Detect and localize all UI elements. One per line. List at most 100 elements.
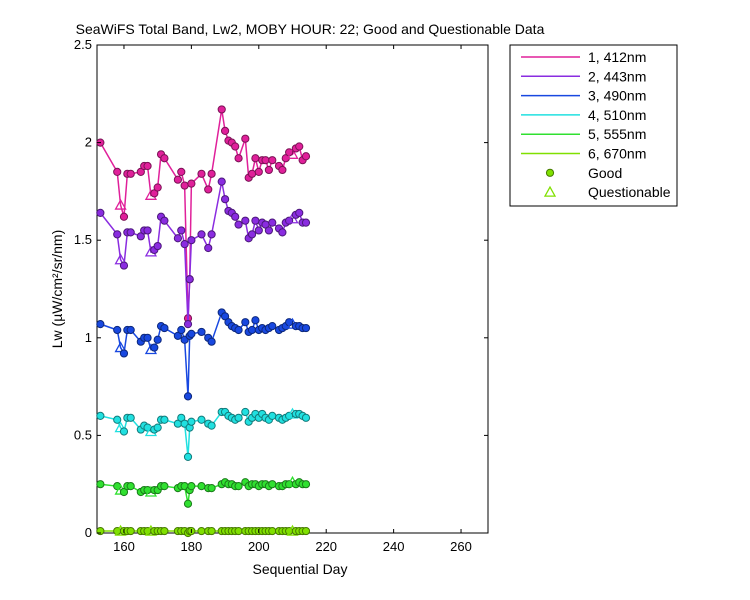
- good-point: [197, 230, 206, 239]
- legend-label: 1, 412nm: [588, 49, 646, 65]
- good-point: [113, 415, 122, 424]
- good-point: [187, 329, 196, 338]
- y-tick-label: 1: [85, 330, 92, 345]
- good-point: [241, 216, 250, 225]
- series-3: [96, 308, 311, 401]
- good-point: [177, 167, 186, 176]
- good-point: [180, 181, 189, 190]
- good-point: [96, 526, 105, 536]
- good-point: [207, 421, 216, 430]
- x-axis-title: Sequential Day: [253, 561, 348, 577]
- good-point: [234, 526, 243, 536]
- legend-label: 2, 443nm: [588, 68, 646, 84]
- good-point: [173, 234, 182, 243]
- legend-label: Questionable: [588, 184, 671, 200]
- good-point: [207, 169, 216, 178]
- y-tick-label: 0.5: [74, 427, 92, 442]
- legend-label: 3, 490nm: [588, 88, 646, 104]
- legend: 1, 412nm 2, 443nm 3, 490nm 4, 510nm 5, 555nm…: [509, 44, 678, 207]
- good-point: [254, 226, 263, 235]
- good-point: [241, 407, 250, 417]
- good-point: [143, 333, 152, 342]
- good-point: [153, 423, 162, 432]
- series-4: [96, 407, 311, 461]
- good-point: [254, 167, 263, 176]
- good-point: [207, 526, 216, 536]
- series-2: [96, 177, 311, 329]
- series-1: [96, 105, 311, 323]
- y-axis-title: Lw (µW/cm²/sr/nm): [49, 230, 65, 349]
- good-point: [119, 427, 129, 436]
- good-point: [268, 526, 277, 536]
- good-point: [207, 230, 216, 239]
- good-point: [183, 392, 193, 401]
- good-point: [204, 185, 213, 194]
- good-point: [113, 325, 122, 335]
- legend-label: 4, 510nm: [588, 107, 646, 123]
- good-point: [143, 226, 152, 235]
- legend-box: [509, 44, 678, 207]
- good-point: [241, 134, 250, 143]
- good-point: [160, 216, 169, 225]
- good-point: [301, 413, 311, 422]
- good-point: [119, 349, 129, 358]
- legend-label: Good: [588, 165, 622, 181]
- x-tick-label: 220: [315, 539, 337, 554]
- good-point: [301, 218, 311, 227]
- x-tick-label: 160: [113, 539, 135, 554]
- good-point: [264, 165, 274, 175]
- good-point: [301, 152, 311, 161]
- good-point: [153, 335, 162, 344]
- good-point: [143, 161, 152, 171]
- good-point: [247, 230, 257, 239]
- good-point: [113, 230, 122, 239]
- good-point: [187, 417, 196, 426]
- good-point: [187, 179, 196, 188]
- y-tick-label: 0: [85, 525, 92, 540]
- good-point: [183, 320, 193, 329]
- good-point: [150, 343, 159, 352]
- good-point: [247, 325, 257, 335]
- y-tick-label: 1.5: [74, 232, 92, 247]
- good-point: [126, 169, 135, 178]
- good-point: [126, 325, 135, 335]
- good-point: [234, 413, 243, 422]
- good-point: [153, 241, 162, 251]
- good-point: [160, 415, 169, 424]
- questionable-point: [286, 147, 299, 159]
- good-point: [247, 169, 257, 178]
- x-tick-label: 180: [181, 539, 203, 554]
- good-point: [268, 218, 277, 227]
- x-tick-label: 260: [450, 539, 472, 554]
- series-layer: [96, 105, 311, 538]
- legend-label: 6, 670nm: [588, 146, 646, 162]
- good-point: [268, 480, 277, 489]
- y-tick-label: 2.5: [74, 37, 92, 52]
- good-point: [301, 323, 311, 333]
- good-point: [187, 482, 196, 491]
- good-point: [183, 452, 193, 461]
- good-point: [207, 484, 216, 493]
- chart-title: SeaWiFS Total Band, Lw2, MOBY HOUR: 22; …: [76, 21, 545, 37]
- good-point: [96, 320, 105, 329]
- good-point: [251, 154, 260, 163]
- legend-entries: 1, 412nm 2, 443nm 3, 490nm 4, 510nm 5, 555nm…: [521, 49, 671, 200]
- good-point: [173, 175, 182, 184]
- x-tick-label: 200: [248, 539, 270, 554]
- good-point: [251, 316, 260, 325]
- good-point: [301, 480, 311, 489]
- plot-area: [96, 44, 489, 534]
- good-point: [187, 236, 196, 245]
- good-point: [185, 275, 194, 284]
- good-point: [268, 411, 277, 420]
- good-point: [119, 261, 129, 270]
- good-point: [278, 165, 287, 175]
- y-tick-label: 2: [85, 135, 92, 150]
- good-point: [234, 154, 243, 163]
- good-point: [197, 415, 206, 424]
- good-point: [220, 195, 230, 204]
- good-point: [197, 482, 206, 491]
- series-5: [96, 475, 311, 508]
- good-point: [180, 240, 189, 249]
